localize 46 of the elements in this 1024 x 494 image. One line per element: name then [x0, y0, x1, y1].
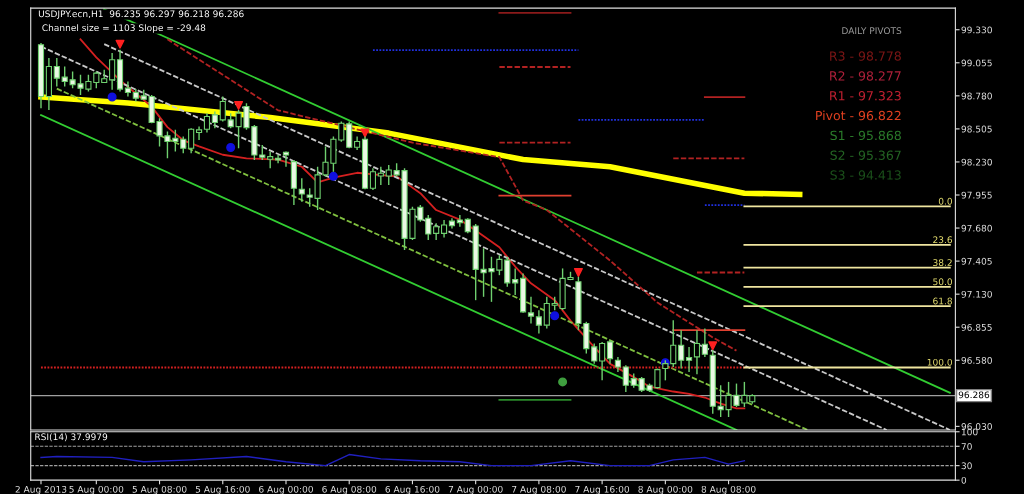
annotation: S2 - 95.367	[830, 150, 901, 160]
y-tick-label: 96.580	[961, 357, 992, 364]
x-tick-label: 8 Aug 08:00	[701, 485, 756, 494]
y-tick-label: 30	[961, 462, 972, 470]
annotation: Pivot - 96.822	[816, 110, 901, 121]
annotation: R1 - 97.323	[830, 91, 901, 101]
x-tick-label: 7 Aug 08:00	[512, 485, 566, 494]
y-tick-label: 99.055	[961, 59, 992, 67]
x-tick-label: 6 Aug 00:00	[259, 485, 313, 494]
y-tick-label: 100	[961, 428, 978, 436]
annotation: R3 - 98.778	[830, 51, 901, 61]
y-tick-label: 99.330	[961, 26, 992, 34]
annotation: 100.0	[927, 358, 953, 366]
annotation: 61.8	[933, 297, 952, 305]
annotation: R2 - 98.277	[830, 71, 901, 81]
x-tick-label: 6 Aug 16:00	[385, 485, 440, 494]
annotation: RSI(14) 37.9979	[35, 433, 108, 442]
y-tick-label: 0	[961, 476, 967, 484]
x-tick-label: 2 Aug 2013	[15, 485, 67, 494]
annotation: 38.2	[933, 259, 952, 266]
y-tick-label: 97.405	[961, 257, 992, 265]
x-tick-label: 8 Aug 00:00	[638, 485, 693, 494]
y-tick-label: 70	[961, 443, 972, 450]
y-tick-label: 97.130	[961, 290, 992, 298]
y-tick-label: 96.855	[961, 323, 992, 331]
x-tick-label: 5 Aug 16:00	[195, 485, 250, 494]
y-tick-label: 98.505	[961, 125, 992, 133]
chart-title: USDJPY.ecn,H1 96.235 96.297 96.218 96.286	[38, 10, 244, 19]
y-tick-label: 96.030	[961, 423, 992, 430]
annotation: DAILY PIVOTS	[842, 27, 902, 35]
text: Channel size = 1103 Slope = -29.48	[42, 24, 206, 33]
x-tick-label: 6 Aug 08:00	[322, 485, 377, 494]
y-tick-label: 98.230	[961, 158, 992, 166]
x-tick-label: 5 Aug 08:00	[132, 485, 187, 494]
ref-line-label: 96.286	[958, 391, 990, 399]
y-tick-label: 97.955	[961, 191, 992, 199]
x-tick-label: 7 Aug 16:00	[575, 485, 630, 494]
annotation: 23.6	[933, 236, 953, 244]
y-tick-label: 98.780	[961, 92, 992, 100]
y-tick-label: 97.680	[961, 224, 992, 232]
x-tick-label: 7 Aug 00:00	[448, 485, 503, 494]
annotation: 0.0	[938, 197, 953, 205]
annotation: 50.0	[933, 278, 953, 286]
annotation: S3 - 94.413	[830, 170, 901, 180]
x-tick-label: 5 Aug 00:00	[69, 485, 124, 494]
annotation: S1 - 95.868	[830, 130, 901, 141]
